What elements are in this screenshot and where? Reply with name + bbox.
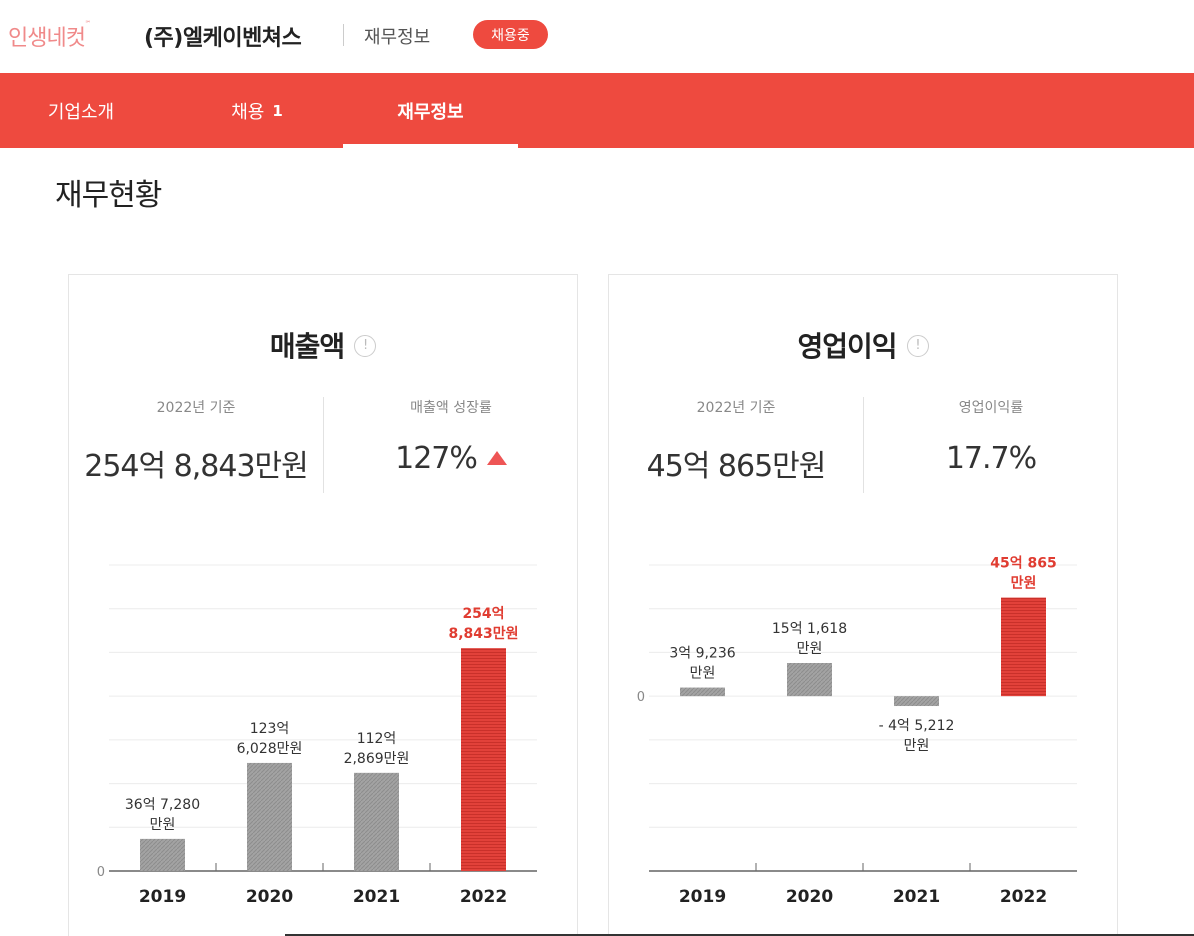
job-count: 1 — [272, 101, 283, 120]
card-title: 영업이익! — [609, 325, 1117, 365]
data-label: 123억 — [250, 721, 290, 737]
info-circle-icon[interactable]: ! — [906, 335, 929, 357]
card-title: 매출액! — [69, 325, 577, 365]
data-label: 만원 — [904, 738, 930, 754]
operating-profit-chart: 0 2019 3억 9,236 만원 2020 15억 1,618 만원 2021 - 4억 5… — [637, 556, 1077, 907]
stat-divider — [323, 397, 324, 493]
bar-2020[interactable] — [247, 762, 292, 871]
data-label: - 4억 5,212 — [879, 718, 955, 734]
x-tick-label: 2019 — [139, 887, 186, 907]
bar-2019[interactable] — [680, 687, 725, 697]
data-label: 45억 865 — [990, 556, 1056, 572]
x-tick-label: 2020 — [786, 887, 833, 907]
data-label: 254억 — [462, 606, 504, 622]
breadcrumb: 재무정보 — [364, 27, 431, 48]
site-logo[interactable]: 인생네컷℠ — [8, 20, 91, 52]
tab-jobs[interactable]: 채용 1 — [172, 73, 342, 148]
data-label: 15억 1,618 — [772, 621, 847, 637]
data-label: 8,843만원 — [448, 626, 518, 642]
y-zero-label: 0 — [97, 865, 105, 880]
bar-2022[interactable] — [461, 648, 506, 871]
bar-2019[interactable] — [140, 838, 185, 871]
stat-label: 매출액 성장률 — [410, 400, 492, 416]
stat-value: 127% — [395, 441, 478, 476]
stat-base-year: 2022년 기준 45억 865만원 — [609, 397, 863, 485]
operating-profit-card: 영업이익! 2022년 기준 45억 865만원 영업이익률 17.7% 0 20… — [608, 274, 1118, 936]
data-label: 2,869만원 — [344, 751, 410, 767]
data-label: 만원 — [690, 666, 716, 682]
x-tick-label: 2021 — [353, 887, 400, 907]
data-label: 만원 — [797, 641, 823, 657]
page-title: 재무현황 — [55, 178, 162, 213]
x-tick-label: 2019 — [679, 887, 726, 907]
stat-label: 영업이익률 — [958, 400, 1024, 416]
stat-value-wrap: 127% — [324, 441, 578, 476]
stat-divider — [863, 397, 864, 493]
tab-label: 기업소개 — [47, 101, 115, 123]
bottom-border — [285, 934, 1194, 936]
stat-value: 254억 8,843만원 — [84, 449, 308, 484]
company-name[interactable]: (주)엘케이벤쳐스 — [144, 26, 302, 51]
tab-company-intro[interactable]: 기업소개 — [0, 73, 162, 148]
header-divider — [343, 24, 344, 46]
data-label: 만원 — [1011, 576, 1037, 592]
data-label: 112억 — [357, 731, 397, 747]
bar-2022[interactable] — [1001, 597, 1046, 697]
bar-2020[interactable] — [787, 663, 832, 697]
revenue-chart: 0 2019 36억 7,280 만원 2020 123억 6,028만원 2021 112억 2… — [97, 564, 537, 907]
x-tick-label: 2021 — [893, 887, 940, 907]
stat-label: 2022년 기준 — [696, 400, 776, 416]
stat-growth-rate: 매출액 성장률 127% — [324, 397, 578, 476]
stat-value: 17.7% — [945, 441, 1037, 476]
tab-label: 재무정보 — [397, 101, 464, 123]
card-title-text: 매출액 — [269, 330, 345, 363]
x-tick-label: 2022 — [460, 887, 507, 907]
bar-2021[interactable] — [894, 696, 939, 707]
stat-label: 2022년 기준 — [156, 400, 236, 416]
data-label: 6,028만원 — [237, 741, 303, 757]
stat-value: 45억 865만원 — [646, 449, 827, 484]
data-label: 36억 7,280 — [125, 797, 200, 813]
data-label: 3억 9,236 — [669, 646, 735, 662]
site-logo-text: 인생네컷 — [8, 26, 86, 51]
trend-up-icon — [486, 450, 507, 465]
hiring-status-badge: 채용중 — [473, 20, 548, 49]
info-circle-icon[interactable]: ! — [354, 335, 377, 357]
revenue-card: 매출액! 2022년 기준 254억 8,843만원 매출액 성장률 127% … — [68, 274, 578, 936]
x-tick-label: 2022 — [1000, 887, 1047, 907]
stat-operating-margin: 영업이익률 17.7% — [864, 397, 1118, 476]
tab-financial-info[interactable]: 재무정보 — [343, 73, 518, 148]
x-tick-label: 2020 — [246, 887, 293, 907]
bar-2021[interactable] — [354, 772, 399, 871]
data-label: 만원 — [150, 817, 176, 833]
y-zero-label: 0 — [637, 690, 645, 705]
card-title-text: 영업이익 — [797, 330, 897, 363]
company-nav: 기업소개 채용 1 재무정보 — [0, 73, 1194, 148]
tab-label: 채용 — [231, 101, 265, 123]
top-header: 인생네컷℠ (주)엘케이벤쳐스 재무정보 채용중 — [0, 0, 1194, 73]
stat-base-year: 2022년 기준 254억 8,843만원 — [69, 397, 323, 485]
logo-service-mark: ℠ — [84, 20, 91, 27]
